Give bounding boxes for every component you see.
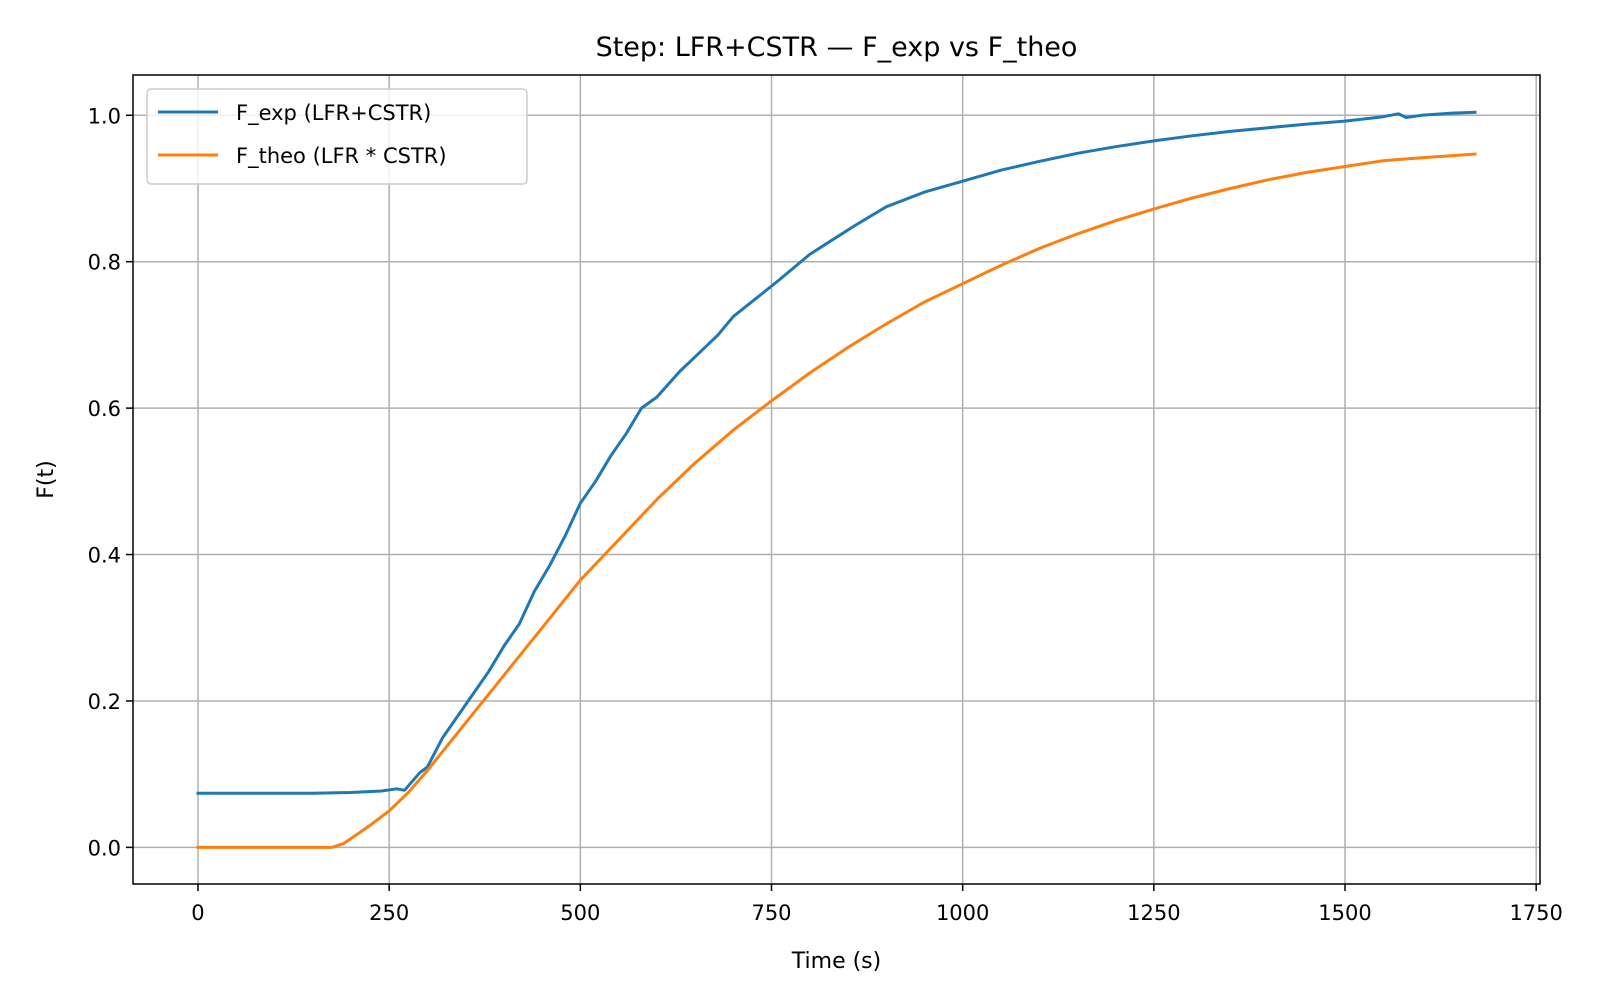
x-tick-label: 1000 [936,901,989,925]
grid [133,75,1540,884]
chart-title: Step: LFR+CSTR — F_exp vs F_theo [596,32,1078,63]
x-tick-label: 1500 [1318,901,1371,925]
series-line-f-theo [196,152,1477,849]
series-layer [196,110,1477,849]
legend-label-f-theo: F_theo (LFR * CSTR) [236,144,447,169]
legend: F_exp (LFR+CSTR) F_theo (LFR * CSTR) [146,88,528,185]
x-tick-label: 500 [560,901,600,925]
legend-label-f-exp: F_exp (LFR+CSTR) [236,101,431,126]
y-tick-label: 0.4 [88,544,121,568]
x-tick-label: 1250 [1127,901,1180,925]
series-line-f-exp [196,110,1477,795]
y-tick-label: 1.0 [88,104,121,128]
y-tick-label: 0.6 [88,397,121,421]
x-tick-label: 1750 [1509,901,1562,925]
y-tick-label: 0.0 [88,836,121,860]
legend-box [146,88,528,185]
y-tick-label: 0.8 [88,251,121,275]
x-axis-ticks: 0 250 500 750 1000 1250 1500 1750 [191,884,1563,925]
y-tick-label: 0.2 [88,690,121,714]
axes-frame [132,74,1541,885]
y-axis-ticks: 0.0 0.2 0.4 0.6 0.8 1.0 [88,104,133,860]
x-tick-label: 0 [191,901,204,925]
x-tick-label: 750 [751,901,791,925]
y-axis-label: F(t) [34,460,59,498]
x-axis-label: Time (s) [791,949,881,974]
x-tick-label: 250 [369,901,409,925]
